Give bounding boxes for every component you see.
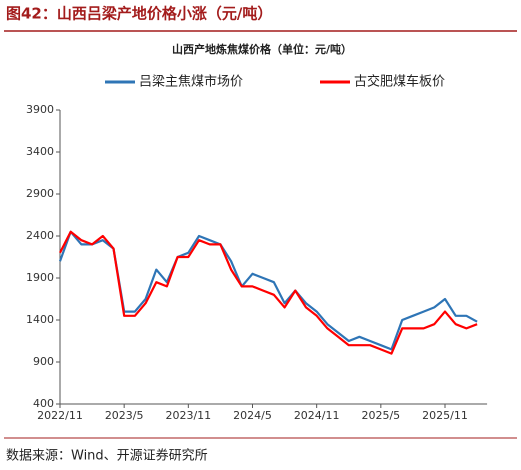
x-tick-label: 2025/5 [361, 409, 400, 422]
x-tick-label: 2025/11 [422, 409, 468, 422]
x-tick-label: 2022/11 [37, 409, 83, 422]
x-tick-label: 2023/5 [105, 409, 144, 422]
y-tick-label: 900 [33, 355, 54, 368]
y-tick-label: 1400 [26, 313, 54, 326]
y-tick-label: 2400 [26, 229, 54, 242]
x-tick-label: 2023/11 [165, 409, 211, 422]
figure-title: 图42：山西吕梁产地价格小涨（元/吨） [6, 5, 272, 23]
series-line [59, 230, 478, 355]
y-tick-label: 2900 [26, 187, 54, 200]
source-note: 数据来源：Wind、开源证券研究所 [6, 448, 208, 464]
legend-label: 古交肥煤车板价 [354, 74, 445, 90]
y-tick-label: 400 [33, 397, 54, 410]
series-line [58, 230, 478, 351]
legend-label: 吕梁主焦煤市场价 [139, 74, 243, 90]
y-tick-label: 3900 [26, 103, 54, 116]
chart-subtitle: 山西产地炼焦煤价格（单位：元/吨） [172, 42, 352, 56]
x-tick-label: 2024/5 [233, 409, 272, 422]
y-tick-label: 1900 [26, 271, 54, 284]
x-tick-label: 2024/11 [294, 409, 340, 422]
y-tick-label: 3400 [26, 145, 54, 158]
